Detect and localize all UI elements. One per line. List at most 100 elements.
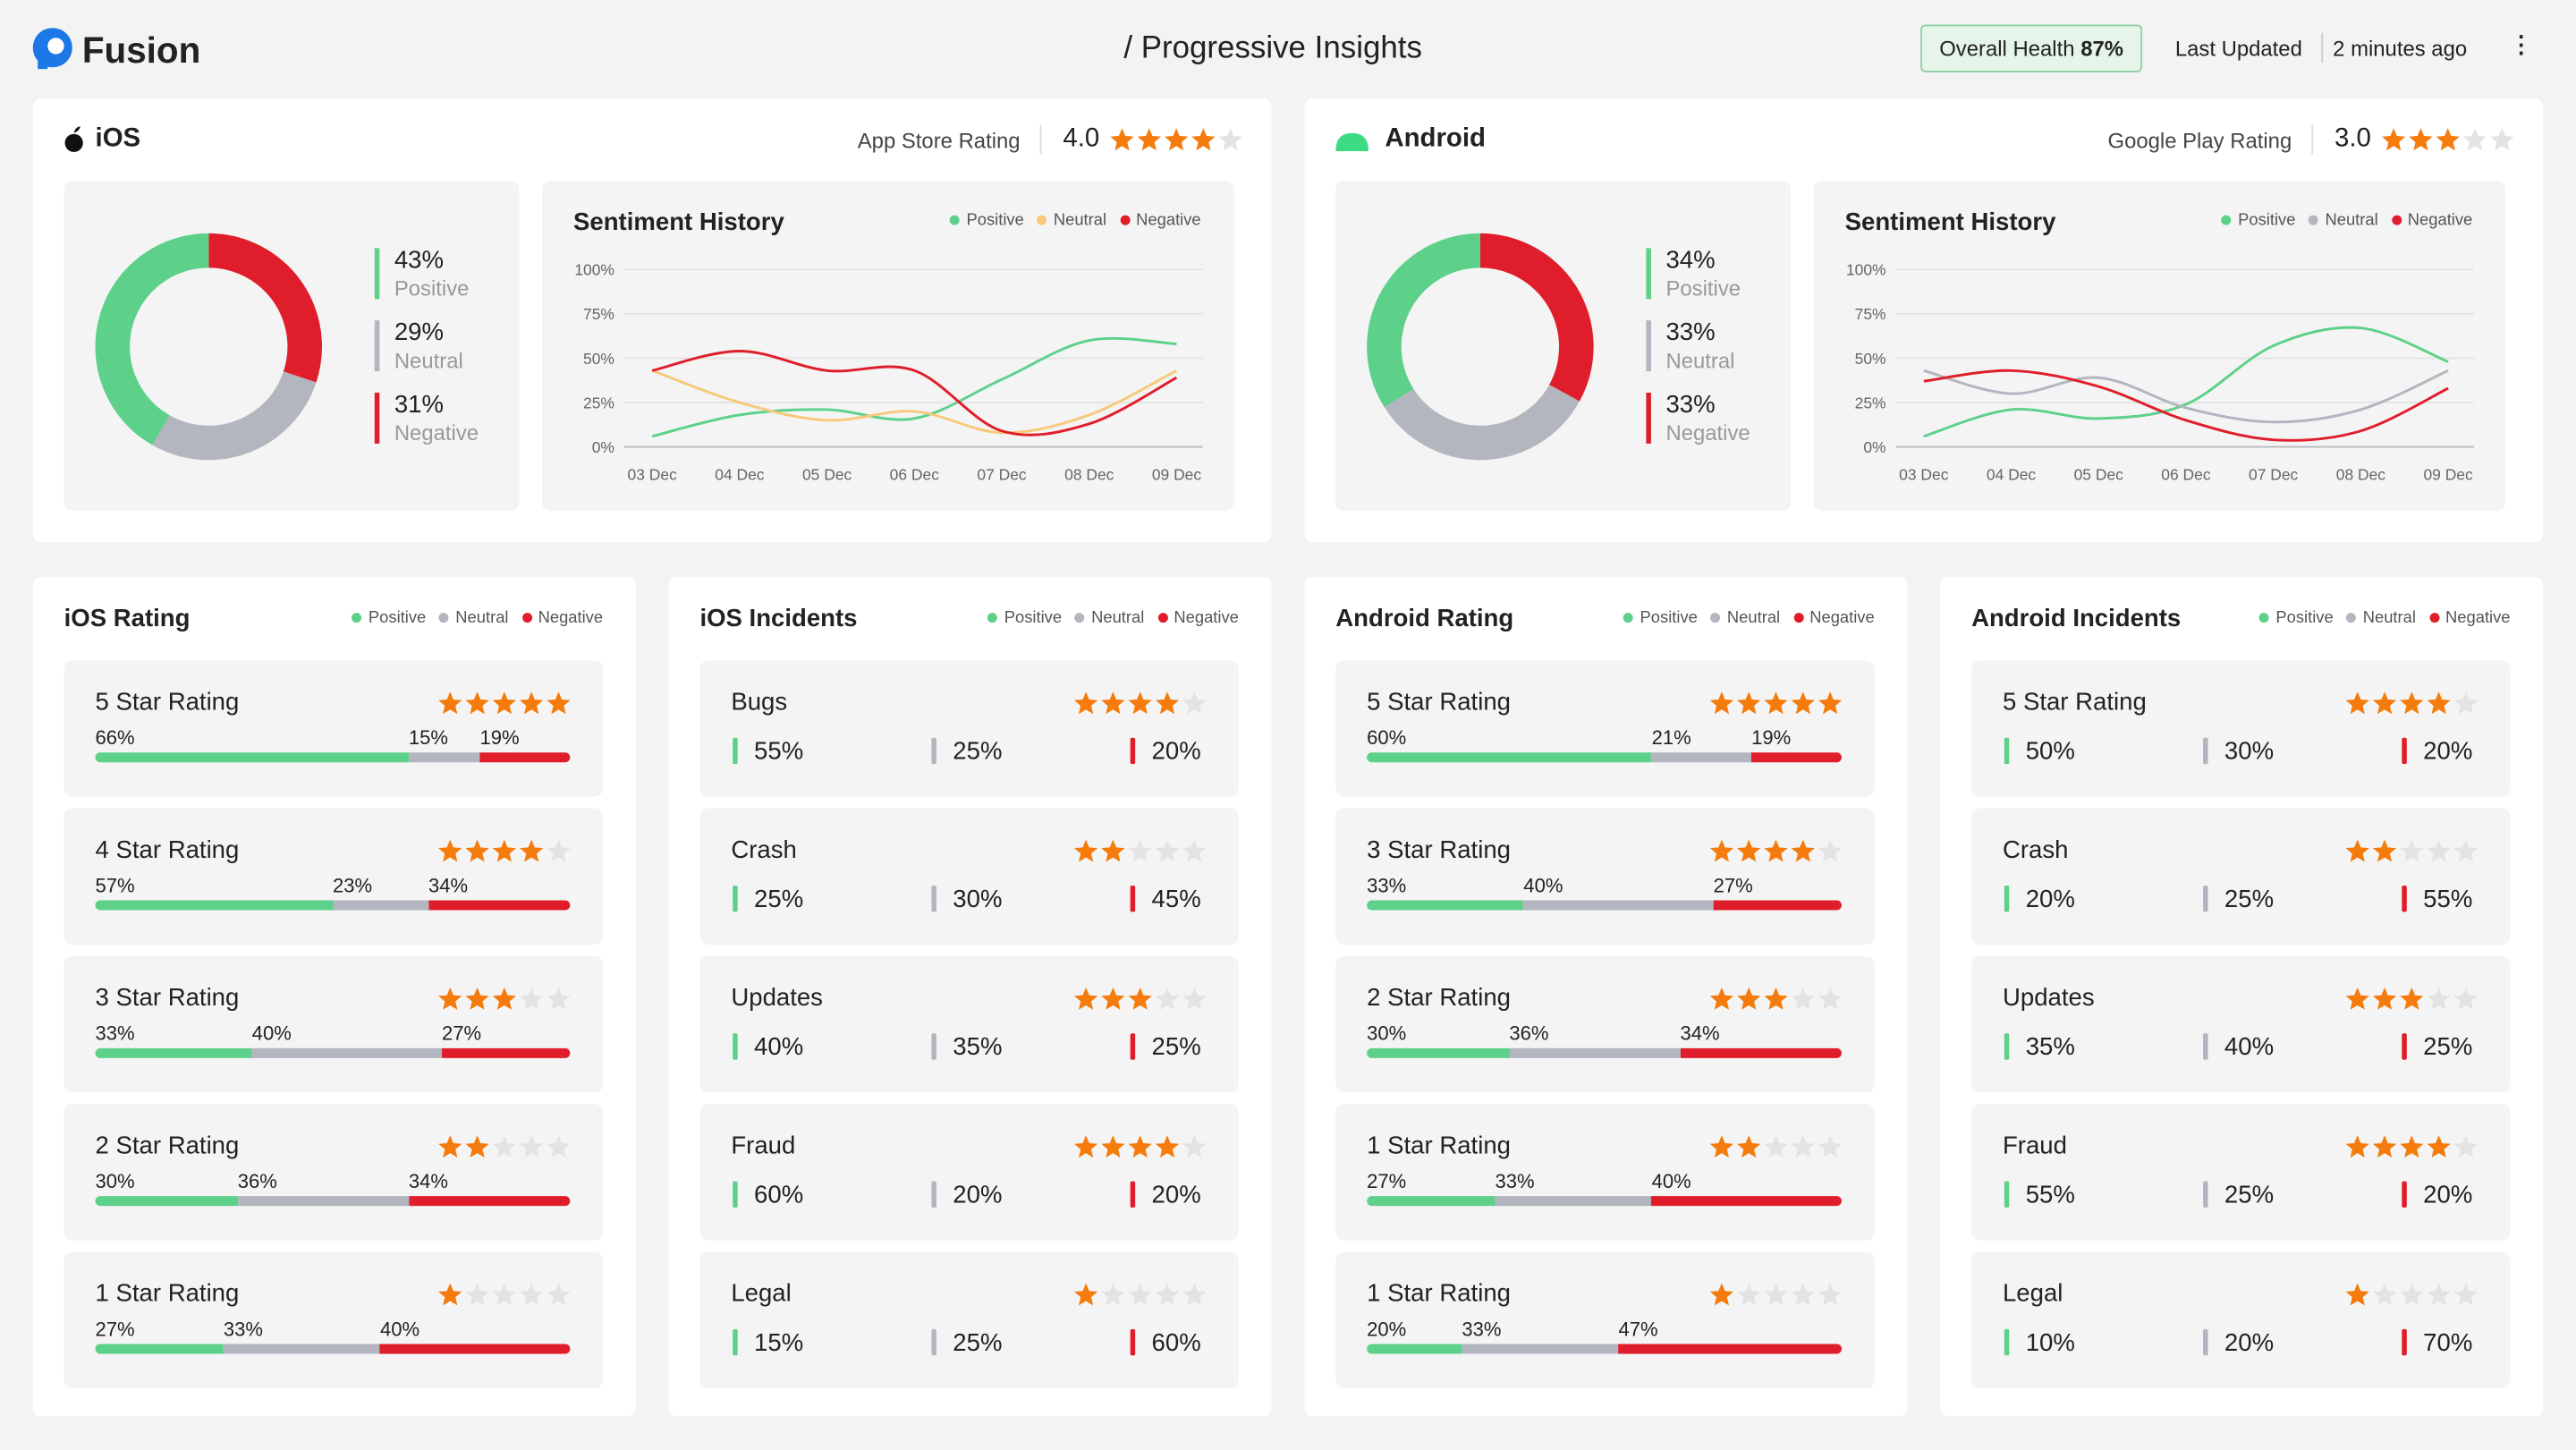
star-rating <box>1709 987 1843 1010</box>
star <box>1791 987 1815 1010</box>
star <box>1101 987 1125 1010</box>
donut-segment <box>95 233 322 461</box>
star-rating <box>1709 839 1843 862</box>
y-tick-label: 50% <box>1855 350 1886 368</box>
legend-bar <box>1646 320 1651 372</box>
legend-dot <box>1710 613 1721 623</box>
legend-dot <box>950 215 961 225</box>
star <box>1073 1135 1098 1158</box>
value-marker <box>2203 885 2208 912</box>
star <box>547 1283 571 1306</box>
star <box>1073 987 1098 1010</box>
legend-label: Positive <box>1640 609 1698 628</box>
panel: Android Incidents Positive Neutral Negative… <box>1940 576 2544 1417</box>
item-label: 3 Star Rating <box>1367 835 1511 865</box>
legend-dot <box>438 613 449 623</box>
star <box>2345 987 2369 1010</box>
y-tick-label: 75% <box>1855 305 1886 323</box>
x-tick-label: 03 Dec <box>1899 465 1949 483</box>
bar-value-label: 40% <box>251 1022 292 1046</box>
star <box>492 1283 516 1306</box>
breakdown-name: Negative <box>1665 420 1750 445</box>
star <box>1182 1135 1207 1158</box>
legend-dot <box>2309 215 2319 225</box>
panel: Android Rating Positive Neutral Negative 5 S… <box>1304 576 1908 1417</box>
icon-shape <box>1335 132 1368 151</box>
panel-title: Android Incidents <box>1971 604 2182 633</box>
star <box>2453 1135 2479 1158</box>
star <box>547 839 571 862</box>
value-marker <box>2004 1181 2010 1208</box>
bar-value-label: 21% <box>1651 725 1691 750</box>
bar-segment <box>1367 752 1652 763</box>
star <box>1764 1135 1788 1158</box>
bar-segment <box>1651 1196 1842 1207</box>
star <box>1128 1135 1152 1158</box>
value-marker <box>2402 885 2407 912</box>
bar-segment <box>479 752 571 763</box>
bar-segment <box>1367 1047 1510 1058</box>
star-rating <box>2382 128 2514 151</box>
item-value: 25% <box>2224 1181 2275 1209</box>
star <box>2427 1283 2451 1306</box>
legend-dot <box>1074 613 1085 623</box>
legend-item: Neutral <box>1710 609 1780 628</box>
star <box>492 839 516 862</box>
bar-segment <box>95 1047 252 1058</box>
legend-label: Negative <box>2407 211 2473 231</box>
legend: Positive Neutral Negative <box>987 609 1239 628</box>
legend-item: Positive <box>2221 212 2295 230</box>
bar-segment <box>1367 1344 1462 1354</box>
legend-label: Positive <box>2275 609 2334 628</box>
value-marker <box>2402 1181 2407 1208</box>
star <box>1818 691 1843 715</box>
menu-button[interactable]: · · · <box>2518 22 2526 66</box>
star <box>1709 691 1733 715</box>
value-marker <box>2004 1328 2010 1356</box>
donut-segment <box>95 233 322 461</box>
x-tick-label: 09 Dec <box>2423 465 2473 483</box>
star <box>1073 839 1098 862</box>
bar-value-label: 60% <box>1367 725 1407 750</box>
bar-segment <box>380 1344 571 1354</box>
star <box>2372 1135 2397 1158</box>
value-marker <box>733 1328 738 1356</box>
star <box>1155 1135 1180 1158</box>
star <box>2372 691 2397 715</box>
star <box>1137 128 1161 151</box>
star <box>547 691 571 715</box>
x-tick-label: 05 Dec <box>2074 465 2124 483</box>
bar-segment <box>408 1196 571 1207</box>
item-card: 2 Star Rating 30% 36% 34% <box>64 1104 604 1241</box>
bar-value-label: 19% <box>1751 725 1792 750</box>
star <box>1128 839 1152 862</box>
star-rating <box>438 839 571 862</box>
item-label: 2 Star Rating <box>1367 984 1511 1013</box>
legend-dot <box>2221 215 2232 225</box>
platform-icon <box>64 126 83 152</box>
bar-value-label: 40% <box>380 1318 420 1341</box>
item-value: 25% <box>953 1328 1003 1358</box>
star <box>1764 691 1788 715</box>
star <box>1737 839 1761 862</box>
bar-segment <box>95 900 333 911</box>
star <box>1818 987 1843 1010</box>
value-marker <box>2402 737 2407 765</box>
sentiment-line <box>1923 326 2449 438</box>
star <box>1165 128 1189 151</box>
item-card: 3 Star Rating 33% 40% 27% <box>1335 808 1875 945</box>
value-marker <box>2004 1033 2010 1060</box>
star <box>1101 839 1125 862</box>
item-label: Crash <box>731 835 797 865</box>
legend-dot <box>521 613 532 623</box>
value-marker <box>1130 1328 1136 1356</box>
star <box>1709 987 1733 1010</box>
legend-label: Negative <box>2445 609 2511 628</box>
y-tick-label: 25% <box>583 394 614 411</box>
star-rating <box>438 691 571 715</box>
item-value: 35% <box>2025 1033 2075 1062</box>
bar-segment <box>332 900 429 911</box>
legend-item: Negative <box>1157 609 1239 628</box>
donut <box>95 233 322 461</box>
